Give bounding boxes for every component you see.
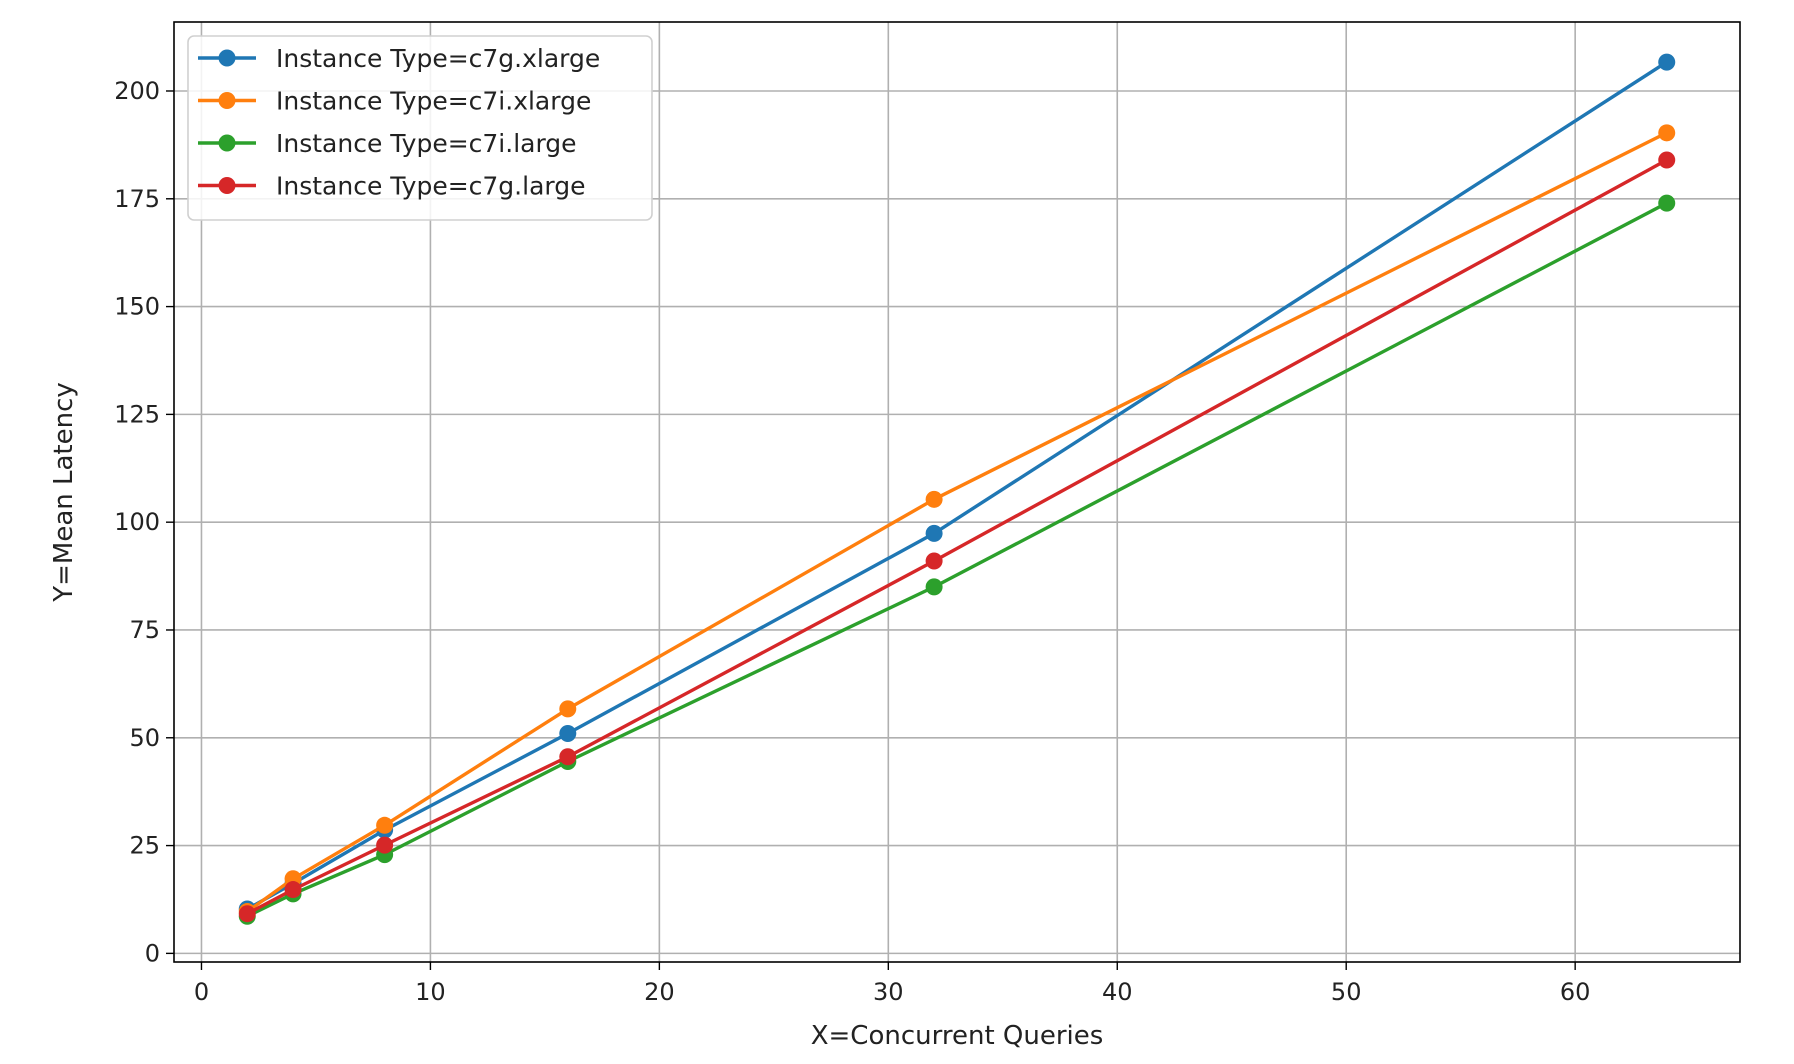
y-tick-label: 0 (145, 939, 160, 967)
x-tick-label: 20 (644, 978, 675, 1006)
y-tick-label: 200 (114, 77, 160, 105)
legend-label: Instance Type=c7g.xlarge (276, 44, 600, 73)
data-point-marker (1658, 53, 1676, 71)
y-tick-label: 150 (114, 293, 160, 321)
data-point-marker (559, 748, 577, 766)
data-point-marker (559, 724, 577, 742)
legend-label: Instance Type=c7i.xlarge (276, 87, 591, 116)
y-tick-label: 25 (129, 832, 160, 860)
x-tick-label: 40 (1102, 978, 1133, 1006)
x-axis-ticks: 0 10 20 30 40 50 60 (194, 962, 1591, 1006)
y-tick-label: 75 (129, 616, 160, 644)
data-series (238, 53, 1676, 925)
legend-marker (218, 49, 236, 67)
plot-frame (173, 21, 1741, 963)
data-point-marker (559, 700, 577, 718)
legend-label: Instance Type=c7i.large (276, 129, 577, 158)
x-tick-label: 60 (1560, 978, 1591, 1006)
x-tick-label: 50 (1331, 978, 1362, 1006)
legend-box (187, 35, 653, 221)
legend-label: Instance Type=c7g.large (276, 172, 585, 201)
legend-marker (218, 92, 236, 109)
data-point-marker (376, 816, 394, 834)
x-tick-label: 0 (194, 978, 209, 1006)
y-tick-label: 175 (114, 185, 160, 213)
legend-marker (218, 177, 236, 194)
data-point-marker (925, 552, 943, 570)
data-point-marker (1658, 194, 1676, 212)
legend-item: Instance Type=c7g.large (198, 172, 585, 201)
legend-marker (218, 134, 236, 152)
data-point-marker (376, 836, 394, 854)
data-point-marker (1658, 124, 1676, 142)
legend-item: Instance Type=c7i.xlarge (198, 87, 591, 116)
data-point-marker (925, 490, 943, 508)
legend: Instance Type=c7g.xlarge Instance Type=c7… (187, 35, 653, 221)
y-tick-label: 125 (114, 400, 160, 428)
grid-lines (174, 22, 1740, 962)
x-axis-label: X=Concurrent Queries (811, 1021, 1104, 1051)
data-point-marker (238, 905, 256, 923)
legend-item: Instance Type=c7i.large (198, 129, 577, 158)
y-tick-label: 100 (114, 508, 160, 536)
y-tick-label: 50 (129, 724, 160, 752)
data-point-marker (925, 578, 943, 596)
data-point-marker (1658, 151, 1676, 169)
y-axis-label: Y=Mean Latency (49, 382, 79, 603)
data-point-marker (925, 524, 943, 542)
y-axis-ticks: 0 25 50 75 100 125 150 175 200 (114, 77, 174, 967)
series-line (238, 194, 1676, 925)
x-tick-label: 30 (873, 978, 904, 1006)
legend-item: Instance Type=c7g.xlarge (198, 44, 600, 73)
data-point-marker (284, 881, 302, 899)
series-line (238, 151, 1676, 923)
x-tick-label: 10 (415, 978, 446, 1006)
